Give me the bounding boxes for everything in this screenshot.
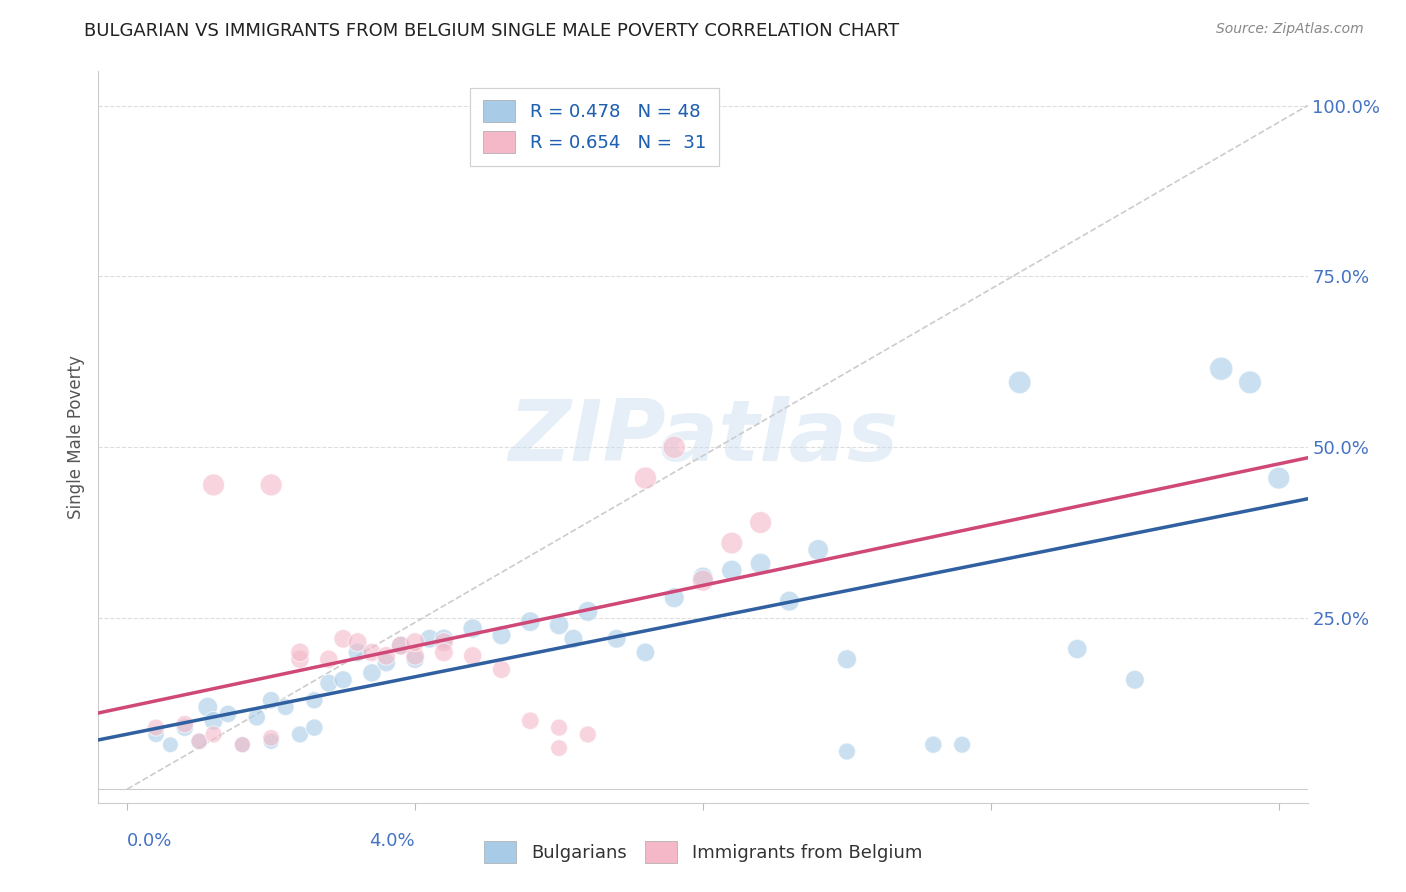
Point [346,645,368,659]
Point [197,700,219,714]
Text: ZIPatlas: ZIPatlas [508,395,898,479]
Point [491,663,513,677]
Point [173,717,195,731]
Point [461,648,484,663]
Point [202,714,225,728]
Text: BULGARIAN VS IMMIGRANTS FROM BELGIUM SINGLE MALE POVERTY CORRELATION CHART: BULGARIAN VS IMMIGRANTS FROM BELGIUM SIN… [84,22,900,40]
Point [332,632,354,646]
Legend: Bulgarians, Immigrants from Belgium: Bulgarians, Immigrants from Belgium [474,830,932,874]
Point [519,615,541,629]
Point [404,635,426,649]
Point [835,652,858,666]
Point [231,738,253,752]
Point [634,471,657,485]
Point [404,652,426,666]
Point [576,727,599,741]
Point [461,622,484,636]
Point [260,734,283,748]
Point [1066,642,1088,657]
Point [548,721,571,735]
Point [433,632,456,646]
Point [389,639,412,653]
Text: 4.0%: 4.0% [370,832,415,850]
Point [548,618,571,632]
Point [202,478,225,492]
Point [246,710,269,724]
Legend: R = 0.478   N = 48, R = 0.654   N =  31: R = 0.478 N = 48, R = 0.654 N = 31 [470,87,718,166]
Point [1123,673,1146,687]
Point [274,700,297,714]
Point [375,648,398,663]
Point [664,440,686,454]
Point [318,676,340,690]
Point [1239,376,1261,390]
Point [548,741,571,756]
Point [375,656,398,670]
Point [1211,361,1233,376]
Point [692,570,714,584]
Y-axis label: Single Male Poverty: Single Male Poverty [66,355,84,519]
Point [389,639,412,653]
Point [1008,376,1031,390]
Point [217,706,239,721]
Point [260,731,283,745]
Point [304,721,326,735]
Point [606,632,628,646]
Point [576,604,599,618]
Point [692,574,714,588]
Point [173,721,195,735]
Point [202,727,225,741]
Text: Source: ZipAtlas.com: Source: ZipAtlas.com [1216,22,1364,37]
Point [749,516,772,530]
Point [418,632,440,646]
Point [835,745,858,759]
Point [159,738,181,752]
Point [145,721,167,735]
Point [361,665,384,680]
Point [1268,471,1291,485]
Point [950,738,973,752]
Point [288,727,311,741]
Point [720,536,742,550]
Point [346,635,368,649]
Point [519,714,541,728]
Point [288,652,311,666]
Point [491,628,513,642]
Text: 0.0%: 0.0% [127,832,173,850]
Point [433,645,456,659]
Point [318,652,340,666]
Point [634,645,657,659]
Point [260,693,283,707]
Point [562,632,585,646]
Point [260,478,283,492]
Point [778,594,800,608]
Point [922,738,945,752]
Point [749,557,772,571]
Point [807,542,830,557]
Point [304,693,326,707]
Point [664,591,686,605]
Point [332,673,354,687]
Point [361,645,384,659]
Point [433,635,456,649]
Point [188,734,211,748]
Point [145,727,167,741]
Point [404,648,426,663]
Point [720,563,742,577]
Point [288,645,311,659]
Point [231,738,253,752]
Point [188,734,211,748]
